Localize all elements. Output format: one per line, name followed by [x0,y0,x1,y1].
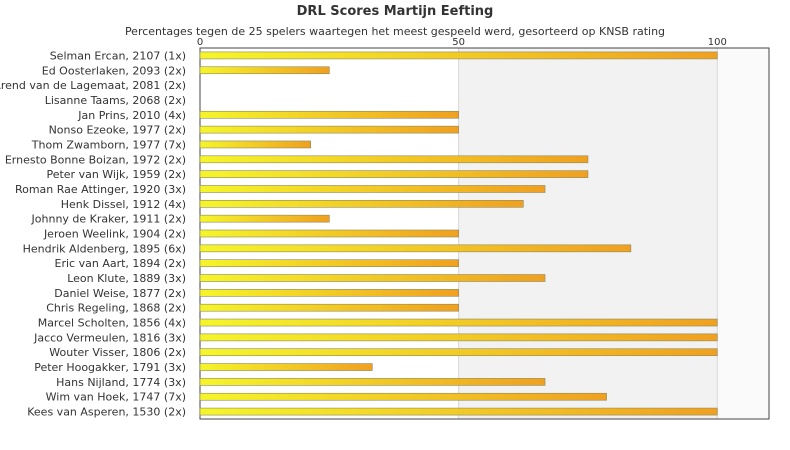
bar [199,244,632,253]
bar [199,229,459,238]
category-label: Nonso Ezeoke, 1977 (2x) [49,124,186,137]
bar [199,274,546,282]
category-label: Hendrik Aldenberg, 1895 (6x) [23,242,186,255]
bar [199,125,459,134]
category-label: Wim van Hoek, 1747 (7x) [46,391,186,404]
bar [199,185,546,193]
bar [199,155,589,164]
category-label: Johnny de Kraker, 1911 (2x) [31,213,186,226]
category-label: Eric van Aart, 1894 (2x) [55,257,186,270]
category-label: Hans Nijland, 1774 (3x) [56,376,186,389]
bar [199,66,330,75]
bar [199,303,459,312]
category-label: Marcel Scholten, 1856 (4x) [38,317,186,330]
category-label: Thom Zwamborn, 1977 (7x) [31,138,186,151]
category-label: Peter Hoogakker, 1791 (3x) [34,361,186,374]
chart-subtitle: Percentages tegen de 25 spelers waartege… [124,25,666,38]
x-tick-label: 100 [708,37,727,48]
bar [199,363,373,371]
category-label: Ed Oosterlaken, 2093 (2x) [42,64,186,77]
category-label: Ernesto Bonne Boizan, 1972 (2x) [5,153,186,166]
x-tick-label: 50 [452,37,465,48]
category-label: Wouter Visser, 1806 (2x) [49,346,186,359]
bar [199,140,311,149]
bar [199,407,718,416]
category-label: Henk Dissel, 1912 (4x) [61,198,186,211]
category-label: Jacco Vermeulen, 1816 (3x) [33,331,186,344]
category-label: Roman Rae Attinger, 1920 (3x) [15,183,186,196]
grid-band [458,48,718,419]
bar [199,348,718,357]
bar [199,51,718,60]
bar [199,333,718,342]
bar [199,289,459,297]
bar [199,170,589,178]
category-label: Lisanne Taams, 2068 (2x) [45,94,186,107]
bar [199,378,546,386]
bar [199,392,607,401]
category-label: Jan Prins, 2010 (4x) [77,109,186,122]
bar [199,259,459,267]
category-label: Daniel Weise, 1877 (2x) [54,287,186,300]
bar [199,200,524,208]
chart-title: DRL Scores Martijn Eefting [296,4,494,19]
category-label: Jeroen Weelink, 1904 (2x) [43,228,186,241]
x-tick-label: 0 [197,37,203,48]
bar [199,110,459,119]
category-label: Leon Klute, 1889 (3x) [67,272,186,285]
category-label: Kees van Asperen, 1530 (2x) [27,406,186,419]
category-label: Peter van Wijk, 1959 (2x) [46,168,186,181]
category-label: Arend van de Lagemaat, 2081 (2x) [0,79,186,92]
category-label: Selman Ercan, 2107 (1x) [50,49,186,62]
bar [199,318,718,327]
grid-band [717,48,769,419]
bar [199,214,330,223]
category-label: Chris Regeling, 1868 (2x) [46,302,186,315]
